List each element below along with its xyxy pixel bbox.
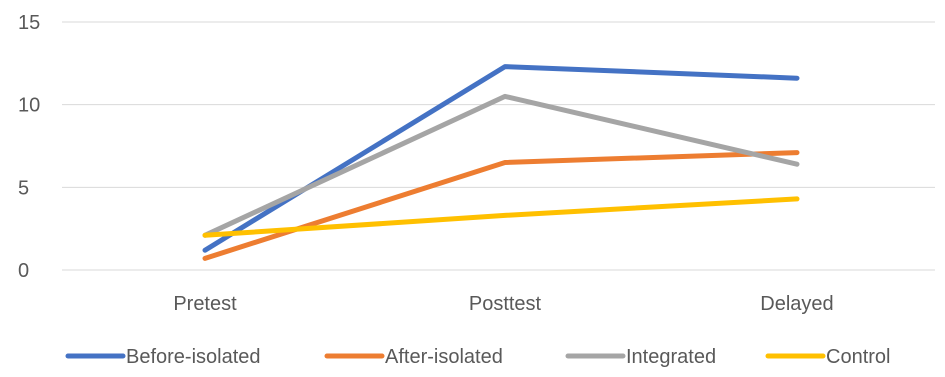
- x-axis-tick-labels: Pretest Posttest Delayed: [173, 293, 833, 315]
- series-line-control: [202, 196, 800, 238]
- y-tick-label: 0: [18, 260, 29, 282]
- gridlines: [62, 21, 935, 271]
- legend-item-before-isolated: Before-isolated: [65, 346, 261, 368]
- x-tick-label: Delayed: [760, 293, 833, 315]
- legend-item-integrated: Integrated: [565, 346, 716, 368]
- legend-label: Control: [826, 346, 890, 368]
- y-tick-label: 5: [18, 177, 29, 199]
- x-tick-label: Posttest: [469, 293, 542, 315]
- legend-label: Integrated: [626, 346, 716, 368]
- series-line-integrated: [202, 93, 800, 238]
- series-lines: [202, 64, 800, 261]
- legend-item-after-isolated: After-isolated: [324, 346, 503, 368]
- x-tick-label: Pretest: [173, 293, 237, 315]
- y-axis-tick-labels: 0 5 10 15: [18, 12, 40, 282]
- series-line-before-isolated: [202, 64, 800, 253]
- legend-item-control: Control: [765, 346, 890, 368]
- legend-label: Before-isolated: [126, 346, 261, 368]
- legend: Before-isolated After-isolated Integrated C…: [65, 346, 890, 368]
- legend-label: After-isolated: [385, 346, 503, 368]
- y-tick-label: 15: [18, 12, 40, 34]
- y-tick-label: 10: [18, 95, 40, 117]
